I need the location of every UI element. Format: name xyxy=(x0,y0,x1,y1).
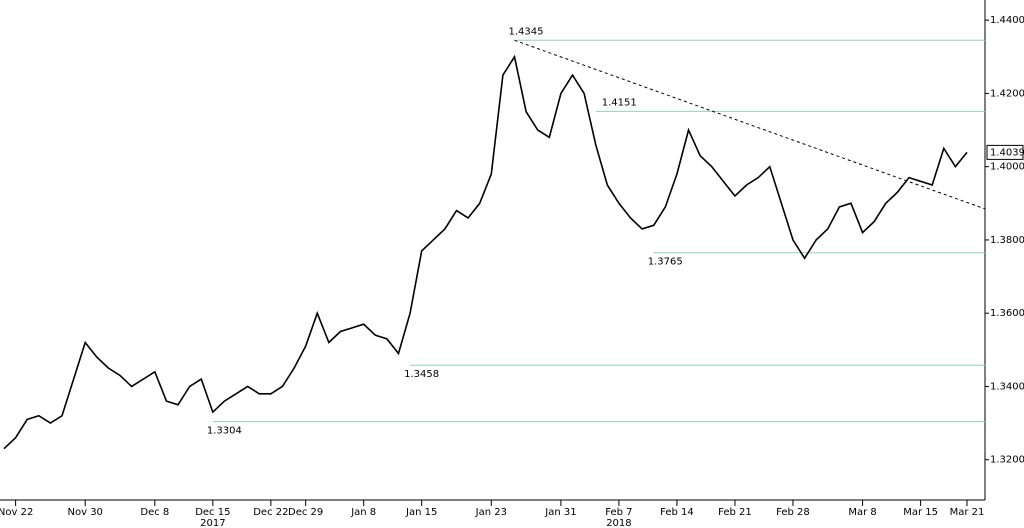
level-label: 1.3765 xyxy=(648,257,683,268)
last-price-box xyxy=(986,144,1024,160)
x-tick-label: Jan 15 xyxy=(405,507,437,518)
level-label: 1.3458 xyxy=(404,369,439,380)
y-tick-label: 1.3800 xyxy=(990,235,1024,246)
x-tick-label: Jan 23 xyxy=(475,507,507,518)
x-tick-label: Mar 15 xyxy=(903,507,938,518)
x-tick-label: Feb 21 xyxy=(718,507,752,518)
level-label: 1.3304 xyxy=(207,426,242,437)
x-tick-label: Jan 31 xyxy=(544,507,576,518)
y-tick-label: 1.3600 xyxy=(990,308,1024,319)
year-label: 2017 xyxy=(200,518,225,528)
x-tick-label: Dec 15 xyxy=(195,507,230,518)
year-label: 2018 xyxy=(606,518,631,528)
x-tick-label: Feb 14 xyxy=(660,507,694,518)
x-tick-label: Feb 28 xyxy=(776,507,810,518)
y-tick-label: 1.4000 xyxy=(990,162,1024,173)
x-tick-label: Dec 22 xyxy=(253,507,288,518)
y-tick-label: 1.4200 xyxy=(990,88,1024,99)
y-tick-label: 1.3200 xyxy=(990,455,1024,466)
x-tick-label: Dec 29 xyxy=(288,507,323,518)
y-tick-label: 1.3400 xyxy=(990,381,1024,392)
last-price-label: 1.4039 xyxy=(990,147,1024,158)
level-label: 1.4345 xyxy=(509,26,544,37)
x-tick-label: Mar 21 xyxy=(950,507,985,518)
x-tick-label: Jan 8 xyxy=(350,507,376,518)
x-tick-label: Nov 30 xyxy=(68,507,103,518)
x-tick-label: Mar 8 xyxy=(848,507,876,518)
y-tick-label: 1.4400 xyxy=(990,15,1024,26)
price-line xyxy=(3,54,968,450)
x-tick-label: Dec 8 xyxy=(140,507,169,518)
x-tick-label: Feb 7 xyxy=(605,507,632,518)
x-tick-label: Nov 22 xyxy=(0,507,33,518)
level-label: 1.4151 xyxy=(602,97,637,108)
